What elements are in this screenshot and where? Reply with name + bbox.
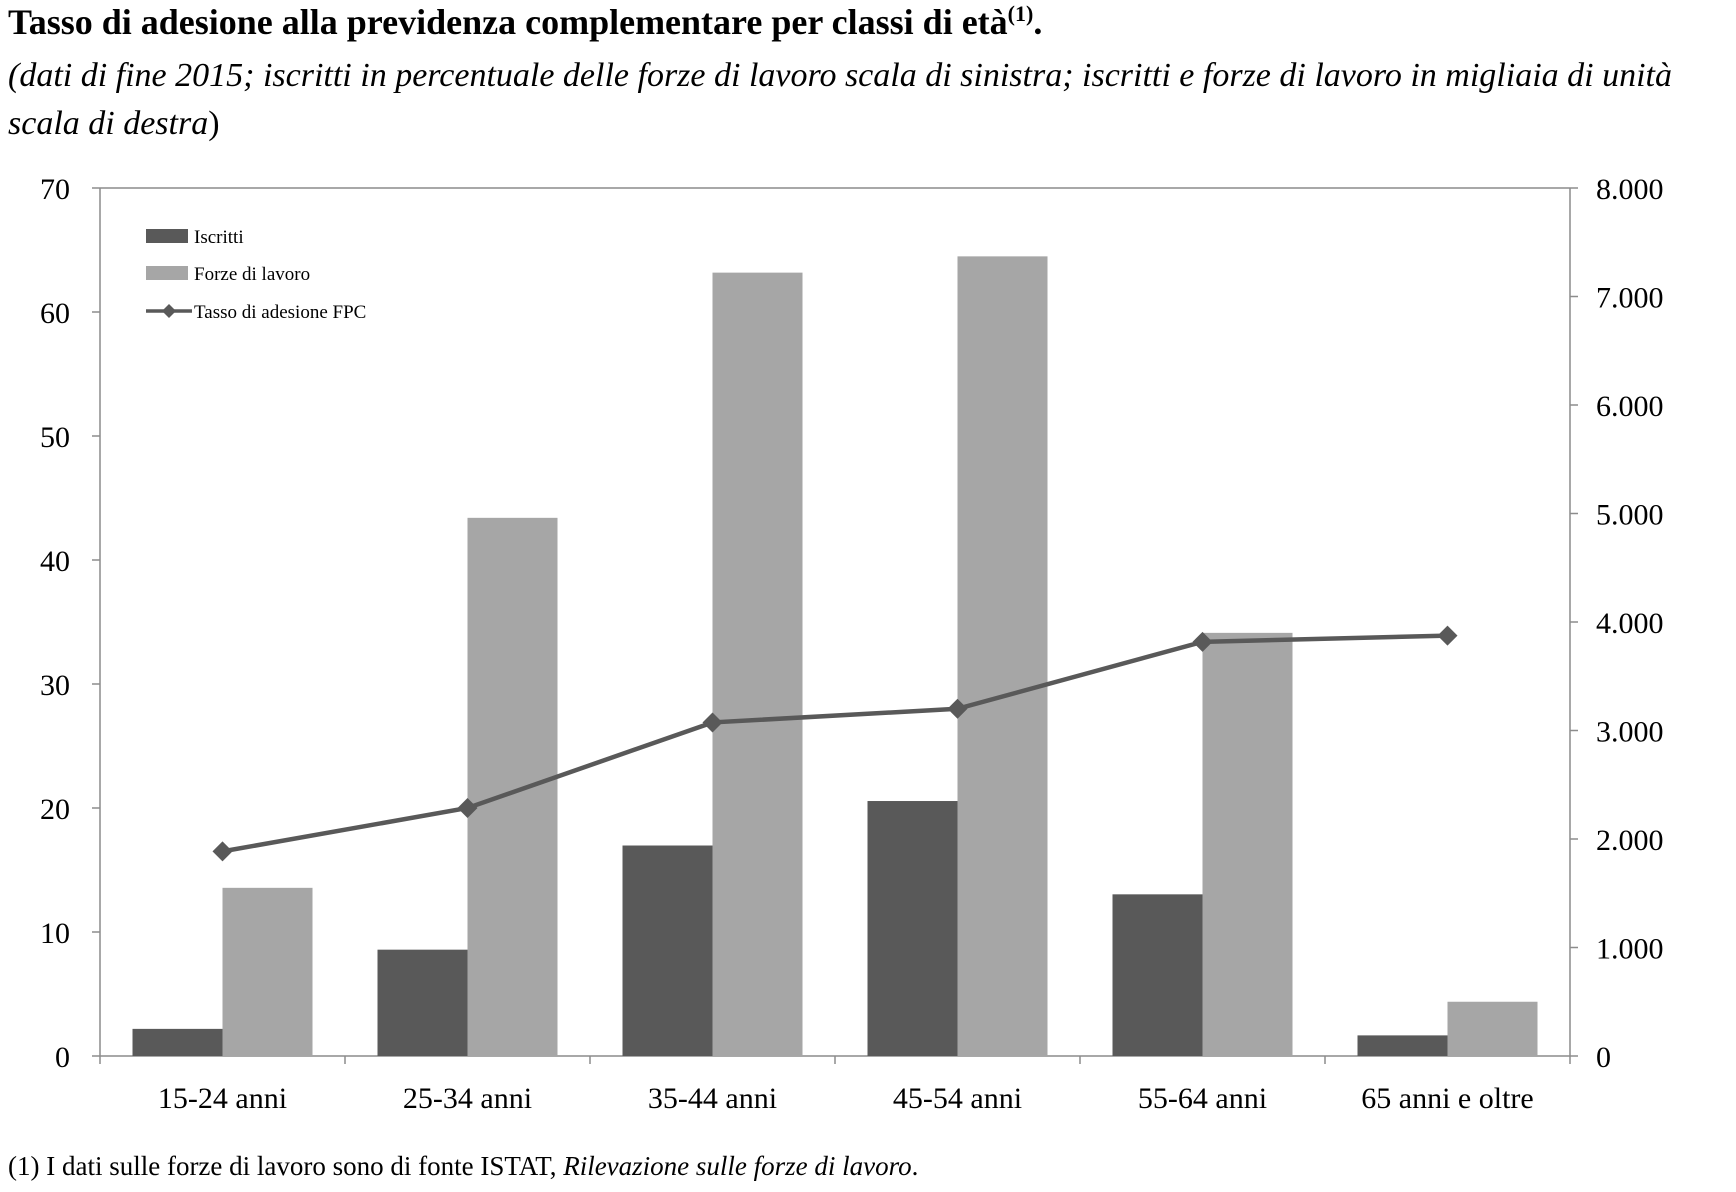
chart-line xyxy=(212,625,1458,862)
right-axis-tick-label: 3.000 xyxy=(1596,716,1664,749)
line-point-marker xyxy=(1437,625,1458,646)
footnote-source: Rilevazione sulle forze di lavoro xyxy=(563,1151,912,1181)
right-axis-tick-label: 2.000 xyxy=(1596,824,1664,857)
footnote-prefix: (1) I dati sulle forze di lavoro sono di… xyxy=(8,1151,564,1181)
chart-subtitle-close: ) xyxy=(208,105,220,142)
x-axis-tick-label: 35-44 anni xyxy=(648,1082,777,1115)
right-axis-tick-label: 0 xyxy=(1596,1041,1611,1074)
bar-iscritti xyxy=(377,949,468,1056)
right-axis-tick-label: 6.000 xyxy=(1596,390,1664,423)
line-point-marker xyxy=(457,798,478,818)
legend-label: Iscritti xyxy=(194,227,244,248)
bar-iscritti xyxy=(867,801,958,1056)
chart-axes: 0 10 20 30 40 50 60 70 0 1.000 2.000 3.000 4.000 5.00… xyxy=(40,173,1664,1115)
chart-title: Tasso di adesione alla previdenza comple… xyxy=(8,0,1042,44)
line-point-marker xyxy=(702,712,723,733)
bar-forze-di-lavoro xyxy=(1447,1001,1538,1056)
x-axis-tick-label: 55-64 anni xyxy=(1138,1082,1267,1115)
right-axis-tick-label: 1.000 xyxy=(1596,933,1664,966)
footnote: (1) I dati sulle forze di lavoro sono di… xyxy=(8,1148,918,1184)
left-axis-tick-label: 60 xyxy=(40,297,70,330)
left-axis-tick-label: 20 xyxy=(40,793,70,826)
bar-iscritti xyxy=(1357,1035,1448,1056)
footnote-suffix: . xyxy=(911,1151,919,1181)
bar-iscritti xyxy=(622,845,713,1056)
chart-bars xyxy=(132,256,1538,1057)
bar-forze-di-lavoro xyxy=(1202,632,1293,1056)
bar-forze-di-lavoro xyxy=(712,272,803,1056)
line-tasso-adesione xyxy=(222,633,1448,854)
chart-legend: Iscritti Forze di lavoro Tasso di adesione… xyxy=(146,227,366,323)
chart-subtitle-text: (dati di fine 2015; iscritti in percentu… xyxy=(8,57,1672,142)
right-axis-tick-label: 7.000 xyxy=(1596,282,1664,315)
bar-iscritti xyxy=(1112,894,1203,1056)
legend-swatch xyxy=(146,266,188,280)
left-axis-tick-label: 50 xyxy=(40,421,70,454)
right-axis-tick-label: 4.000 xyxy=(1596,607,1664,640)
bar-iscritti xyxy=(132,1028,223,1056)
left-axis-tick-label: 30 xyxy=(40,669,70,702)
legend-swatch-marker xyxy=(162,304,176,318)
bar-forze-di-lavoro xyxy=(467,517,558,1056)
x-axis-tick-label: 15-24 anni xyxy=(158,1082,287,1115)
left-axis-tick-label: 10 xyxy=(40,917,70,950)
left-axis-tick-label: 70 xyxy=(40,173,70,206)
bar-forze-di-lavoro xyxy=(957,256,1048,1057)
chart-subtitle: (dati di fine 2015; iscritti in percentu… xyxy=(8,52,1733,148)
legend-label: Forze di lavoro xyxy=(194,264,310,285)
line-point-marker xyxy=(947,698,968,719)
line-point-marker xyxy=(212,841,233,862)
right-axis-tick-label: 5.000 xyxy=(1596,499,1664,532)
legend-label: Tasso di adesione FPC xyxy=(194,302,366,323)
x-axis-tick-label: 45-54 anni xyxy=(893,1082,1022,1115)
bar-forze-di-lavoro xyxy=(222,887,313,1056)
chart-title-note: (1) xyxy=(1007,1,1034,26)
right-axis-tick-label: 8.000 xyxy=(1596,173,1664,206)
line-point-marker xyxy=(1192,631,1213,652)
chart-title-text: Tasso di adesione alla previdenza comple… xyxy=(8,2,1008,42)
x-axis-tick-label: 65 anni e oltre xyxy=(1361,1082,1533,1115)
chart-title-end: . xyxy=(1033,2,1043,42)
legend-swatch xyxy=(146,229,188,243)
left-axis-tick-label: 40 xyxy=(40,545,70,578)
chart: 0 10 20 30 40 50 60 70 0 1.000 2.000 3.000 4.000 5.00… xyxy=(40,173,1664,1115)
left-axis-tick-label: 0 xyxy=(55,1041,70,1074)
x-axis-tick-label: 25-34 anni xyxy=(403,1082,532,1115)
